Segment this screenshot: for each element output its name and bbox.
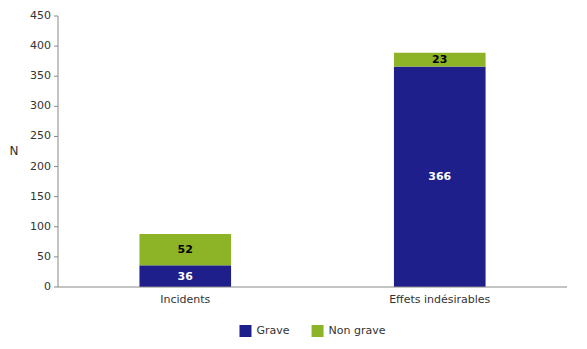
y-tick bbox=[54, 16, 58, 17]
bar-segment bbox=[394, 67, 486, 287]
y-axis-line bbox=[58, 16, 59, 287]
y-tick-label: 150 bbox=[30, 190, 51, 203]
legend-item: Non grave bbox=[312, 324, 386, 337]
y-tick bbox=[54, 226, 58, 227]
y-tick bbox=[54, 166, 58, 167]
y-tick-label: 300 bbox=[30, 99, 51, 112]
y-tick bbox=[54, 106, 58, 107]
y-tick bbox=[54, 196, 58, 197]
legend-item: Grave bbox=[239, 324, 289, 337]
data-label: 23 bbox=[432, 53, 447, 66]
y-tick-label: 100 bbox=[30, 220, 51, 233]
legend-label: Grave bbox=[256, 324, 289, 337]
data-label: 52 bbox=[178, 243, 193, 256]
x-tick-label: Incidents bbox=[160, 293, 210, 306]
chart: 0 50 100 150 200 250 300 350 400 450 N 36 366 52 23 Inc… bbox=[0, 0, 587, 349]
y-tick-label: 400 bbox=[30, 39, 51, 52]
y-tick bbox=[54, 256, 58, 257]
bar-segment bbox=[139, 234, 231, 265]
y-tick bbox=[54, 76, 58, 77]
legend-label: Non grave bbox=[329, 324, 386, 337]
y-tick bbox=[54, 46, 58, 47]
legend: Grave Non grave bbox=[239, 324, 385, 337]
y-tick-label: 250 bbox=[30, 129, 51, 142]
y-tick-label: 50 bbox=[37, 250, 51, 263]
x-axis-line bbox=[58, 287, 567, 288]
y-tick-label: 200 bbox=[30, 160, 51, 173]
y-axis-label: N bbox=[10, 144, 19, 158]
y-tick-label: 450 bbox=[30, 9, 51, 22]
data-label: 36 bbox=[178, 270, 194, 283]
legend-swatch bbox=[239, 325, 251, 337]
y-tick-label: 0 bbox=[44, 280, 51, 293]
data-label: 366 bbox=[428, 170, 451, 183]
bars bbox=[139, 53, 485, 287]
x-tick-label: Effets indésirables bbox=[389, 293, 490, 306]
y-tick bbox=[54, 136, 58, 137]
y-tick bbox=[54, 287, 58, 288]
bar-segment bbox=[139, 265, 231, 287]
y-tick-label: 350 bbox=[30, 69, 51, 82]
legend-swatch bbox=[312, 325, 324, 337]
bar-segment bbox=[394, 53, 486, 67]
